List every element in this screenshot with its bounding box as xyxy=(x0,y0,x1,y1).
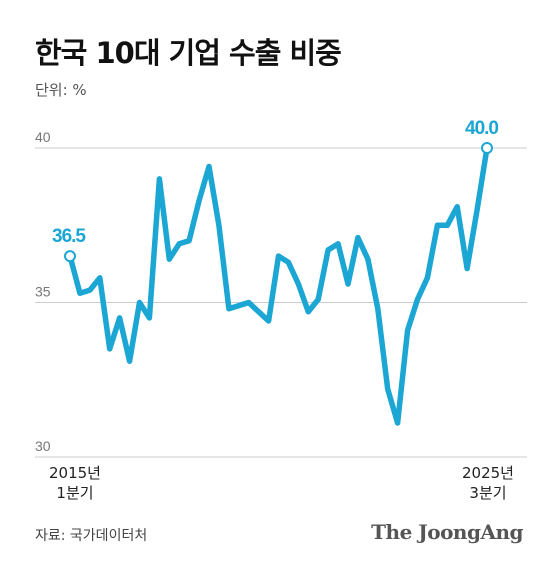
series-line xyxy=(67,145,490,426)
x-tick-label-start: 1분기 xyxy=(56,484,93,502)
source-note: 자료: 국가데이터처 xyxy=(35,528,148,544)
data-label: 40.0 xyxy=(465,118,498,139)
data-point-marker xyxy=(64,250,76,263)
chart-title: 한국 10대 기업 수출 비중 xyxy=(35,36,342,70)
x-tick-label-start: 2015년 xyxy=(49,464,101,482)
data-label: 36.5 xyxy=(52,226,86,247)
y-tick-label-35: 35 xyxy=(35,284,51,300)
data-point-marker xyxy=(481,142,493,154)
brand-logo: The JoongAng xyxy=(371,520,523,544)
y-tick-label-40: 40 xyxy=(35,129,51,145)
y-tick-label-30: 30 xyxy=(35,438,51,454)
unit-label: 단위: % xyxy=(35,81,87,99)
x-tick-label-end: 3분기 xyxy=(469,484,506,502)
x-tick-label-end: 2025년 xyxy=(462,464,514,482)
